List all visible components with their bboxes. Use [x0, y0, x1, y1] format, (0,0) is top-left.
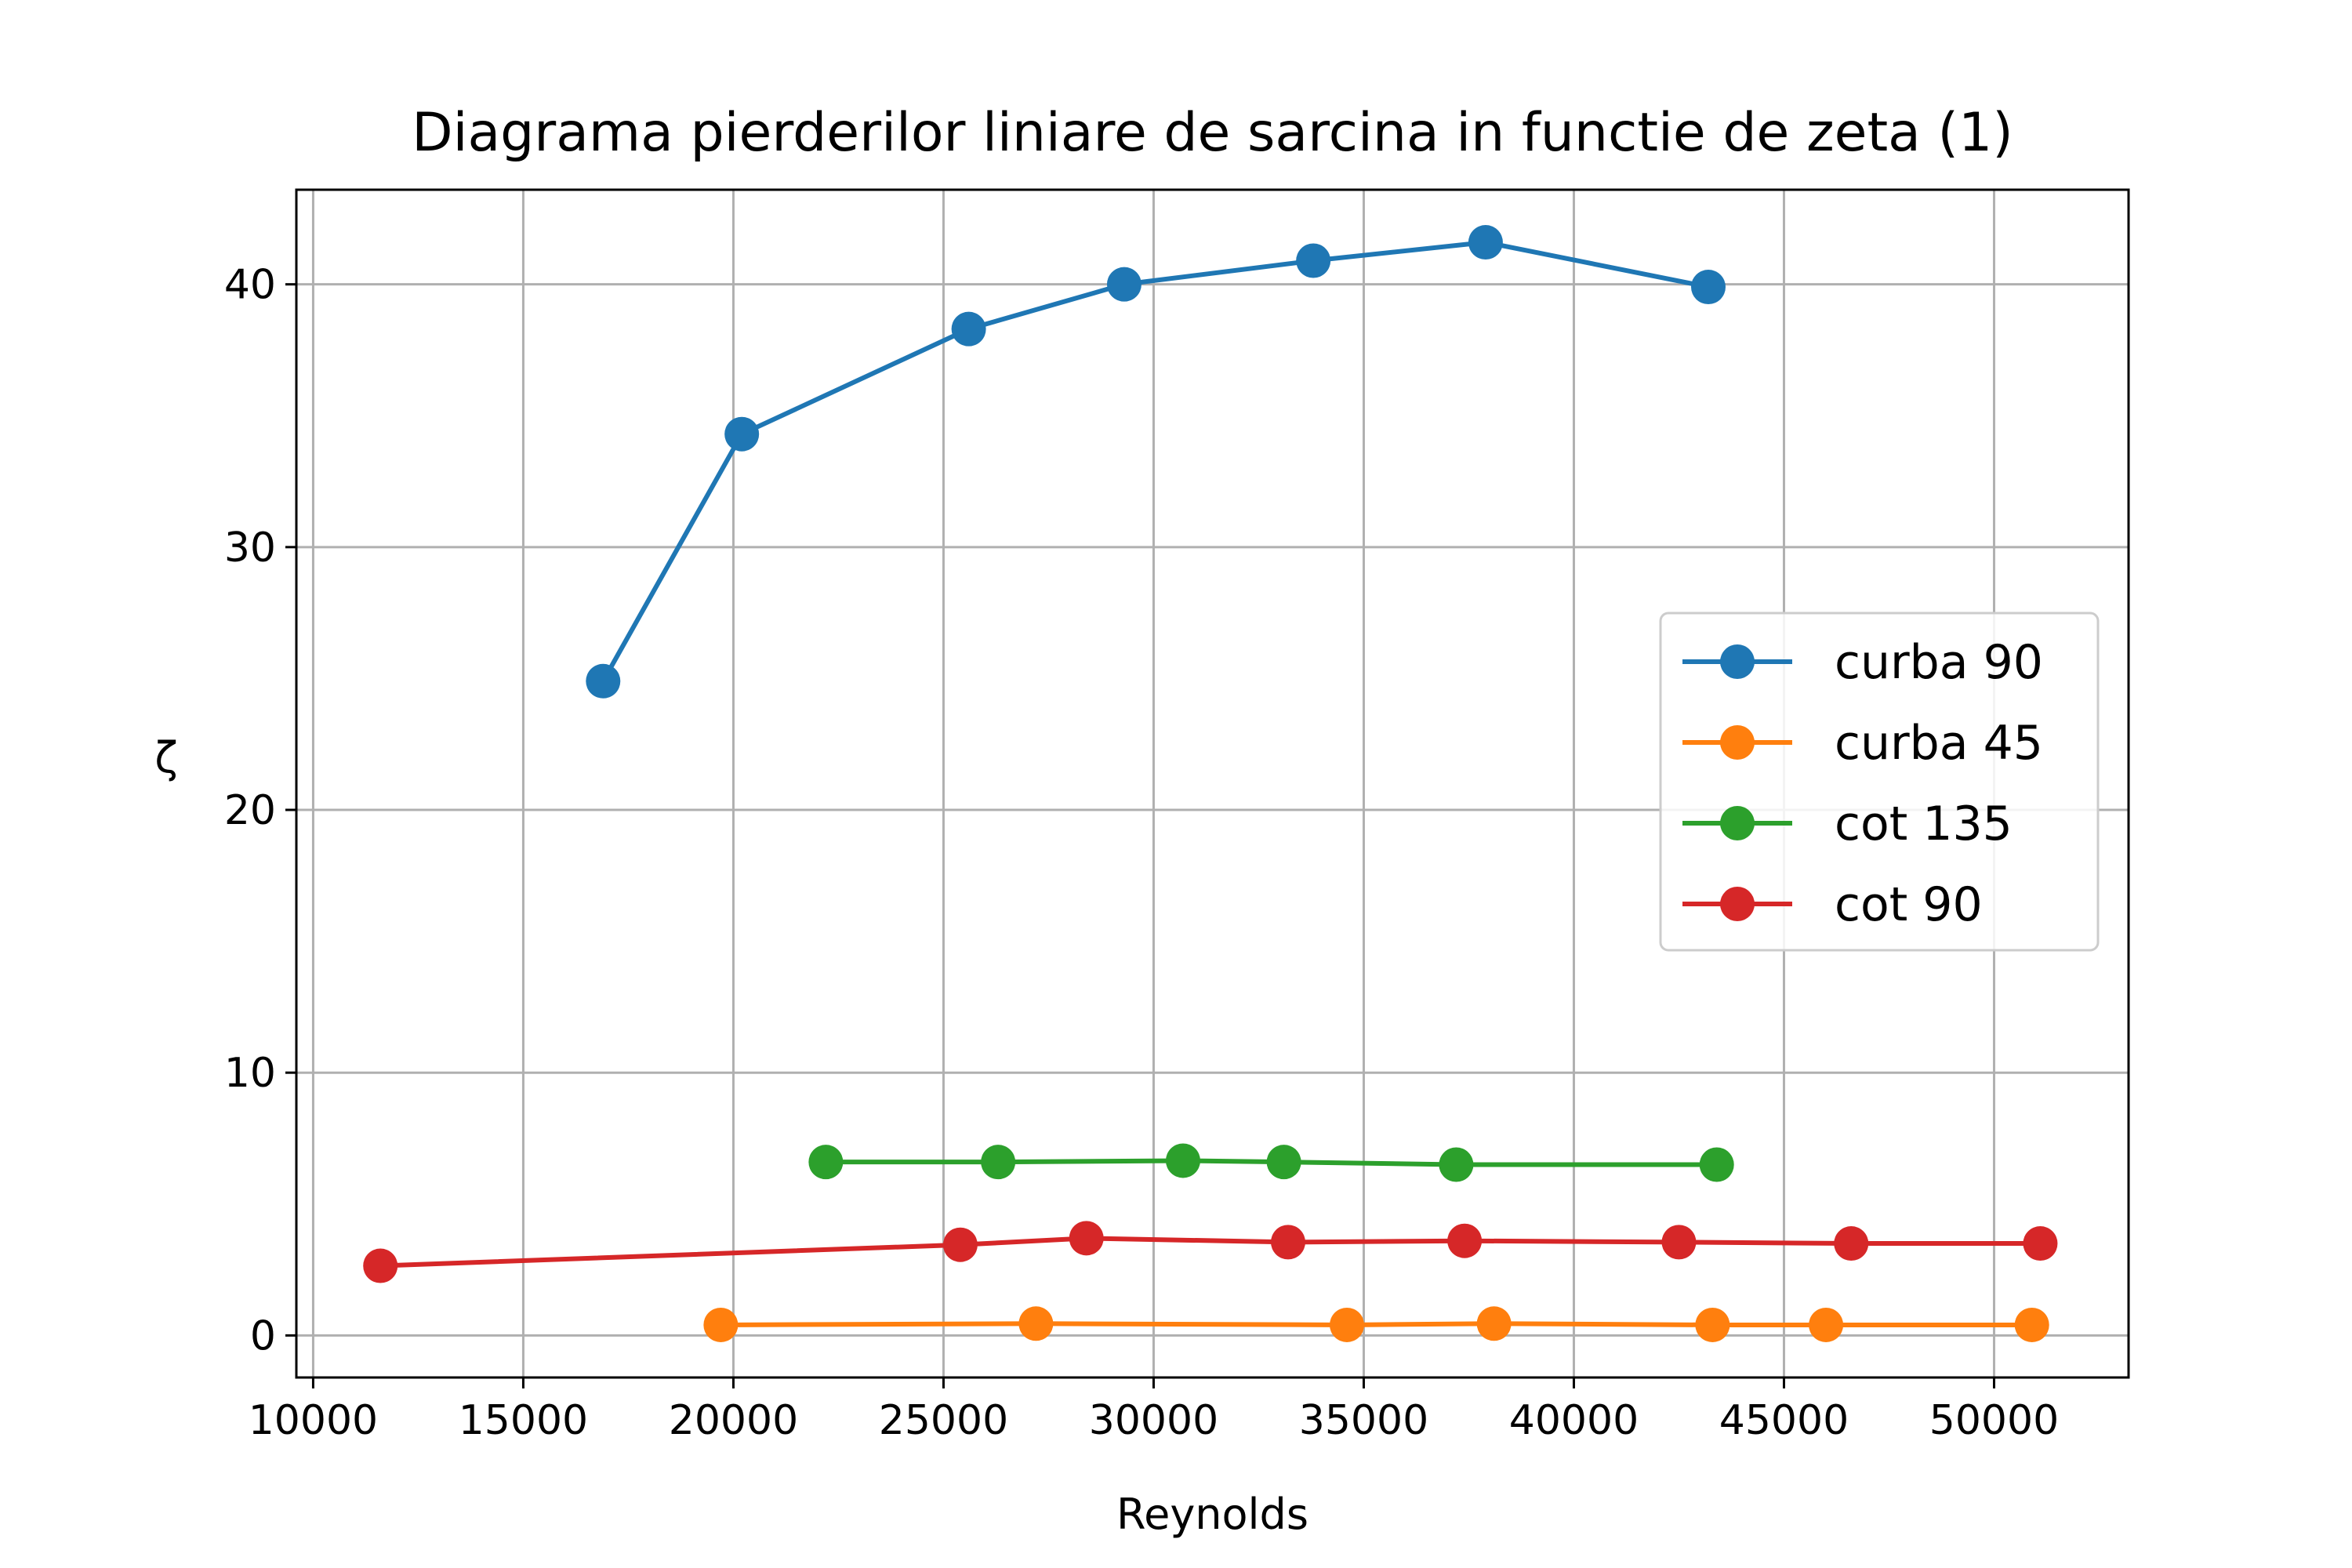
legend-marker [1720, 806, 1755, 840]
data-point [586, 663, 621, 699]
x-tick-label: 30000 [1089, 1397, 1218, 1444]
legend-item: cot 90 [1682, 877, 1983, 932]
series-line [380, 1236, 2041, 1269]
data-point [981, 1145, 1016, 1180]
data-point [1690, 270, 1726, 305]
data-point [1018, 1306, 1054, 1341]
data-point [1069, 1221, 1104, 1256]
legend-marker [1720, 644, 1755, 679]
axes-frame [295, 188, 2130, 1379]
legend-label: cot 90 [1835, 877, 1983, 932]
x-axis-label: Reynolds [1116, 1490, 1308, 1539]
chart-title: Diagrama pierderilor liniare de sarcina … [412, 102, 2013, 164]
data-point [942, 1227, 978, 1262]
legend-marker [1720, 725, 1755, 760]
data-point [1270, 1225, 1305, 1260]
x-tick-label: 50000 [1929, 1397, 2059, 1444]
y-tick-label: 30 [224, 524, 276, 572]
legend-label: cot 135 [1835, 797, 2013, 851]
data-point [1699, 1147, 1734, 1182]
data-point [1695, 1307, 1730, 1342]
data-point [1165, 1143, 1200, 1178]
legend-box [1659, 612, 2100, 952]
data-point [951, 311, 986, 347]
data-point [703, 1307, 739, 1342]
plot-series [363, 225, 2058, 1342]
y-axis-label: ζ [154, 733, 177, 782]
data-point [1661, 1225, 1697, 1260]
data-point [1476, 1306, 1512, 1341]
x-tick-label: 25000 [879, 1397, 1008, 1444]
legend: curba 90 curba 45 cot 135 cot 90 [1659, 612, 2100, 952]
data-point [1468, 225, 1503, 260]
series-line [601, 240, 1709, 683]
data-point [1439, 1147, 1474, 1182]
y-tick-label: 40 [224, 262, 276, 309]
data-point [363, 1248, 398, 1283]
legend-label: curba 45 [1835, 716, 2043, 771]
x-tick-label: 40000 [1509, 1397, 1639, 1444]
data-point [1106, 267, 1142, 302]
data-point [1296, 243, 1331, 278]
data-point [1266, 1145, 1301, 1180]
y-tick-label: 20 [224, 787, 276, 834]
data-point [808, 1145, 844, 1180]
legend-marker [1720, 887, 1755, 921]
y-tick-label: 0 [250, 1312, 276, 1359]
data-point [1330, 1307, 1365, 1342]
grid [296, 190, 2129, 1377]
data-point [1447, 1223, 1483, 1258]
y-tick-label: 10 [224, 1050, 276, 1097]
x-tick-label: 20000 [669, 1397, 798, 1444]
legend-item: curba 45 [1682, 716, 2043, 771]
legend-label: curba 90 [1835, 635, 2043, 690]
series-curba-90 [586, 225, 1726, 699]
series-curba-45 [703, 1306, 2049, 1342]
x-tick-label: 45000 [1719, 1397, 1849, 1444]
data-point [1809, 1307, 1844, 1342]
series-line [826, 1158, 1717, 1167]
data-point [2014, 1307, 2049, 1342]
x-tick-label: 35000 [1299, 1397, 1428, 1444]
data-point [2023, 1226, 2058, 1261]
series-cot-135 [808, 1143, 1734, 1182]
data-point [724, 416, 760, 452]
axis-ticks: 10000 15000 20000 25000 30000 35000 40000 45000… [224, 262, 2059, 1444]
x-tick-label: 10000 [249, 1397, 378, 1444]
data-point [1834, 1226, 1869, 1261]
x-tick-label: 15000 [459, 1397, 588, 1444]
legend-item: cot 135 [1682, 797, 2013, 851]
legend-item: curba 90 [1682, 635, 2043, 690]
series-cot-90 [363, 1221, 2058, 1283]
